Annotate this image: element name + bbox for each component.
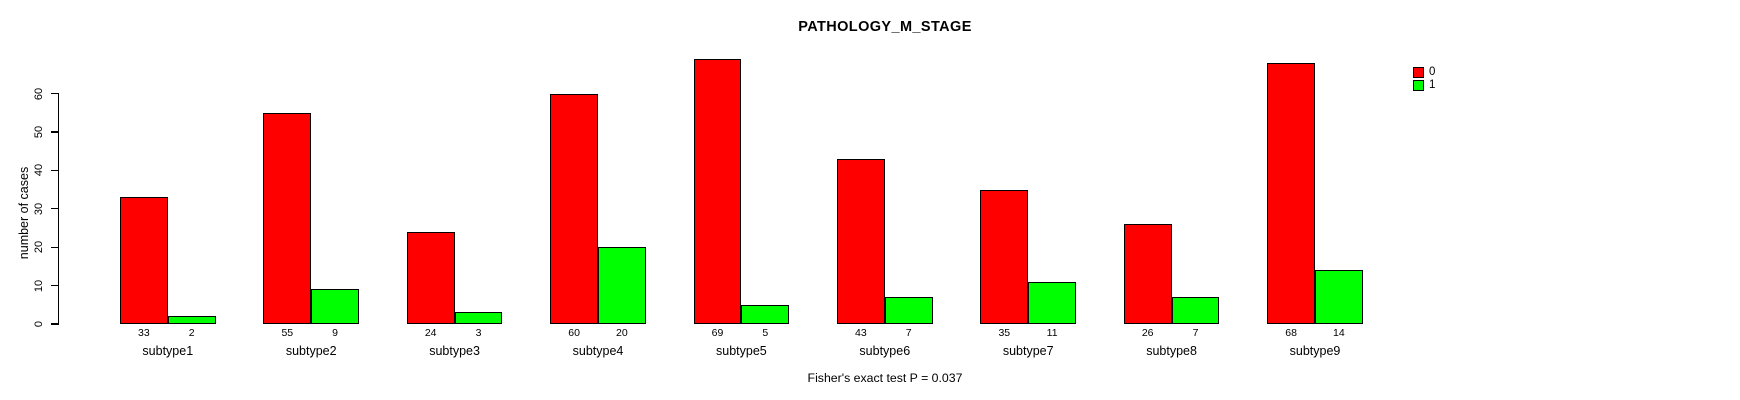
y-tick-mark bbox=[50, 323, 59, 325]
bar-value-label: 33 bbox=[138, 327, 150, 339]
bar-value-label: 2 bbox=[188, 327, 195, 339]
category-label-subtype1: subtype1 bbox=[142, 343, 194, 358]
category-label-subtype8: subtype8 bbox=[1146, 343, 1197, 358]
bar-subtype4-series-1 bbox=[598, 247, 646, 324]
bar-value-label: 55 bbox=[281, 327, 294, 339]
bar-subtype9-series-0 bbox=[1267, 62, 1315, 324]
legend-label: 1 bbox=[1429, 79, 1436, 91]
bar-subtype6-series-0 bbox=[837, 158, 885, 324]
bar-subtype1-series-1 bbox=[167, 316, 216, 324]
y-tick-label: 50 bbox=[33, 125, 45, 139]
category-label-subtype9: subtype9 bbox=[1289, 343, 1341, 358]
bar-subtype5-series-0 bbox=[693, 59, 742, 324]
bar-value-label: 24 bbox=[424, 327, 437, 339]
bar-value-label: 20 bbox=[616, 327, 628, 339]
bar-value-label: 35 bbox=[998, 327, 1011, 339]
bar-subtype2-series-1 bbox=[311, 289, 359, 324]
y-axis-line bbox=[57, 92, 60, 325]
bar-subtype7-series-0 bbox=[980, 189, 1029, 324]
y-tick-label: 0 bbox=[33, 320, 45, 328]
category-label-subtype2: subtype2 bbox=[285, 343, 337, 358]
bar-value-label: 60 bbox=[568, 327, 580, 339]
bar-subtype9-series-1 bbox=[1315, 270, 1363, 324]
bar-subtype8-series-1 bbox=[1171, 297, 1220, 324]
y-tick-mark bbox=[50, 246, 59, 248]
bar-value-label: 7 bbox=[905, 327, 912, 339]
bar-value-label: 11 bbox=[1046, 327, 1058, 339]
category-label-subtype6: subtype6 bbox=[859, 343, 911, 358]
bar-value-label: 5 bbox=[762, 327, 769, 339]
y-axis-label: number of cases bbox=[17, 166, 31, 260]
bar-subtype2-series-0 bbox=[263, 112, 312, 324]
bar-subtype8-series-0 bbox=[1123, 224, 1172, 324]
y-tick-mark bbox=[50, 169, 59, 172]
legend-swatch bbox=[1413, 80, 1424, 91]
annotation-text: Fisher's exact test P = 0.037 bbox=[807, 371, 963, 385]
bar-value-label: 43 bbox=[855, 327, 867, 339]
bar-subtype5-series-1 bbox=[741, 304, 790, 324]
bar-subtype6-series-1 bbox=[884, 297, 933, 324]
y-tick-label: 20 bbox=[33, 241, 45, 254]
y-tick-mark bbox=[50, 92, 59, 95]
y-tick-mark bbox=[50, 284, 59, 287]
chart-title: PATHOLOGY_M_STAGE bbox=[798, 19, 972, 35]
bar-value-label: 14 bbox=[1333, 327, 1345, 339]
legend-label: 0 bbox=[1429, 66, 1436, 78]
bar-value-label: 7 bbox=[1192, 327, 1199, 339]
y-tick-label: 30 bbox=[33, 202, 45, 215]
bar-subtype3-series-0 bbox=[406, 231, 455, 324]
bar-value-label: 26 bbox=[1141, 327, 1154, 339]
bar-subtype1-series-0 bbox=[120, 197, 168, 324]
legend-item-1: 1 bbox=[1413, 79, 1436, 91]
legend-swatch bbox=[1413, 67, 1424, 78]
bar-value-label: 69 bbox=[711, 327, 724, 339]
bar-subtype3-series-1 bbox=[454, 312, 503, 324]
bar-subtype4-series-0 bbox=[550, 93, 598, 324]
legend-item-0: 0 bbox=[1413, 66, 1436, 78]
y-tick-label: 40 bbox=[33, 164, 45, 177]
category-label-subtype7: subtype7 bbox=[1002, 343, 1054, 358]
y-tick-label: 60 bbox=[33, 87, 45, 100]
category-label-subtype5: subtype5 bbox=[716, 343, 767, 358]
category-label-subtype3: subtype3 bbox=[429, 343, 480, 358]
bar-value-label: 9 bbox=[332, 327, 339, 339]
category-label-subtype4: subtype4 bbox=[572, 343, 624, 358]
bar-subtype7-series-1 bbox=[1028, 281, 1076, 324]
bar-value-label: 3 bbox=[475, 327, 482, 339]
y-tick-mark bbox=[50, 131, 59, 133]
bar-value-label: 68 bbox=[1285, 327, 1297, 339]
y-tick-mark bbox=[50, 208, 59, 210]
y-tick-label: 10 bbox=[33, 279, 45, 292]
